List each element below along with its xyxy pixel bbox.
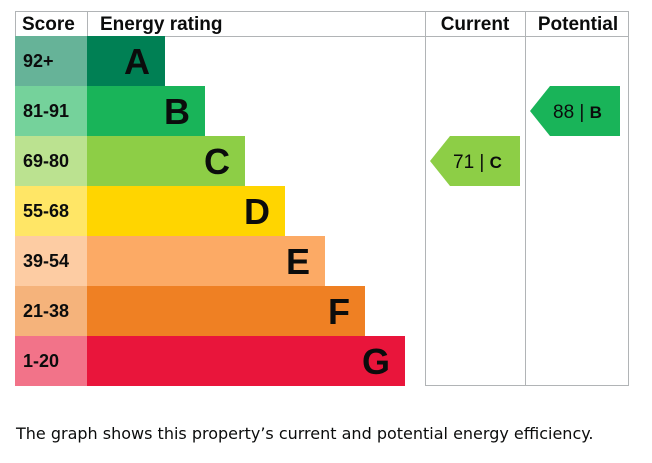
arrows-layer: 71 | C 88 | B	[430, 86, 620, 186]
band-letter-d: D	[244, 191, 270, 232]
band-letter-e: E	[286, 241, 310, 282]
score-cell-e	[15, 236, 87, 286]
band-row-g: 1-20 G	[15, 336, 405, 386]
header-energy-rating: Energy rating	[100, 14, 222, 35]
band-row-a: 92+ A	[15, 36, 165, 86]
band-bar-f	[87, 286, 365, 336]
potential-rating-letter: B	[590, 103, 602, 122]
band-row-b: 81-91 B	[15, 86, 205, 136]
band-row-e: 39-54 E	[15, 236, 325, 286]
band-bar-d	[87, 186, 285, 236]
band-bar-b	[87, 86, 205, 136]
band-letter-c: C	[204, 141, 230, 182]
score-label-d: 55-68	[23, 201, 69, 221]
headers-layer: Score Energy rating Current Potential	[22, 14, 618, 35]
score-label-a: 92+	[23, 51, 54, 71]
current-arrow-shape	[430, 136, 520, 186]
band-row-c: 69-80 C	[15, 136, 245, 186]
band-bar-e	[87, 236, 325, 286]
score-label-f: 21-38	[23, 301, 69, 321]
band-bar-a	[87, 36, 165, 86]
potential-rating-value: 88 | B	[553, 102, 602, 123]
score-cell-c	[15, 136, 87, 186]
score-cell-b	[15, 86, 87, 136]
band-row-d: 55-68 D	[15, 186, 285, 236]
potential-rating-arrow: 88 | B	[530, 86, 620, 136]
band-letter-f: F	[328, 291, 350, 332]
score-label-g: 1-20	[23, 351, 59, 371]
band-letter-g: G	[362, 341, 390, 382]
score-cell-a	[15, 36, 87, 86]
potential-arrow-shape	[530, 86, 620, 136]
current-rating-letter: C	[490, 153, 502, 172]
score-label-e: 39-54	[23, 251, 69, 271]
score-label-c: 69-80	[23, 151, 69, 171]
header-score: Score	[22, 14, 75, 35]
energy-rating-chart: 92+ A81-91 B69-80 C55-68 D39-54 E21-38 F1-20 G …	[15, 11, 629, 386]
header-current: Current	[441, 14, 510, 35]
band-bar-g	[87, 336, 405, 386]
score-cell-g	[15, 336, 87, 386]
bands-layer: 92+ A 81-91 B 69-80 C 55-68 D 39-54 E 21-38 F 1-20 G	[15, 36, 405, 386]
score-cell-d	[15, 186, 87, 236]
chart-caption: The graph shows this property’s current …	[16, 424, 594, 443]
score-label-b: 81-91	[23, 101, 69, 121]
band-letter-a: A	[124, 41, 150, 82]
band-letter-b: B	[164, 91, 190, 132]
current-rating-value: 71 | C	[453, 152, 502, 173]
score-cell-f	[15, 286, 87, 336]
band-row-f: 21-38 F	[15, 286, 365, 336]
current-rating-arrow: 71 | C	[430, 136, 520, 186]
header-potential: Potential	[538, 14, 618, 35]
band-bar-c	[87, 136, 245, 186]
